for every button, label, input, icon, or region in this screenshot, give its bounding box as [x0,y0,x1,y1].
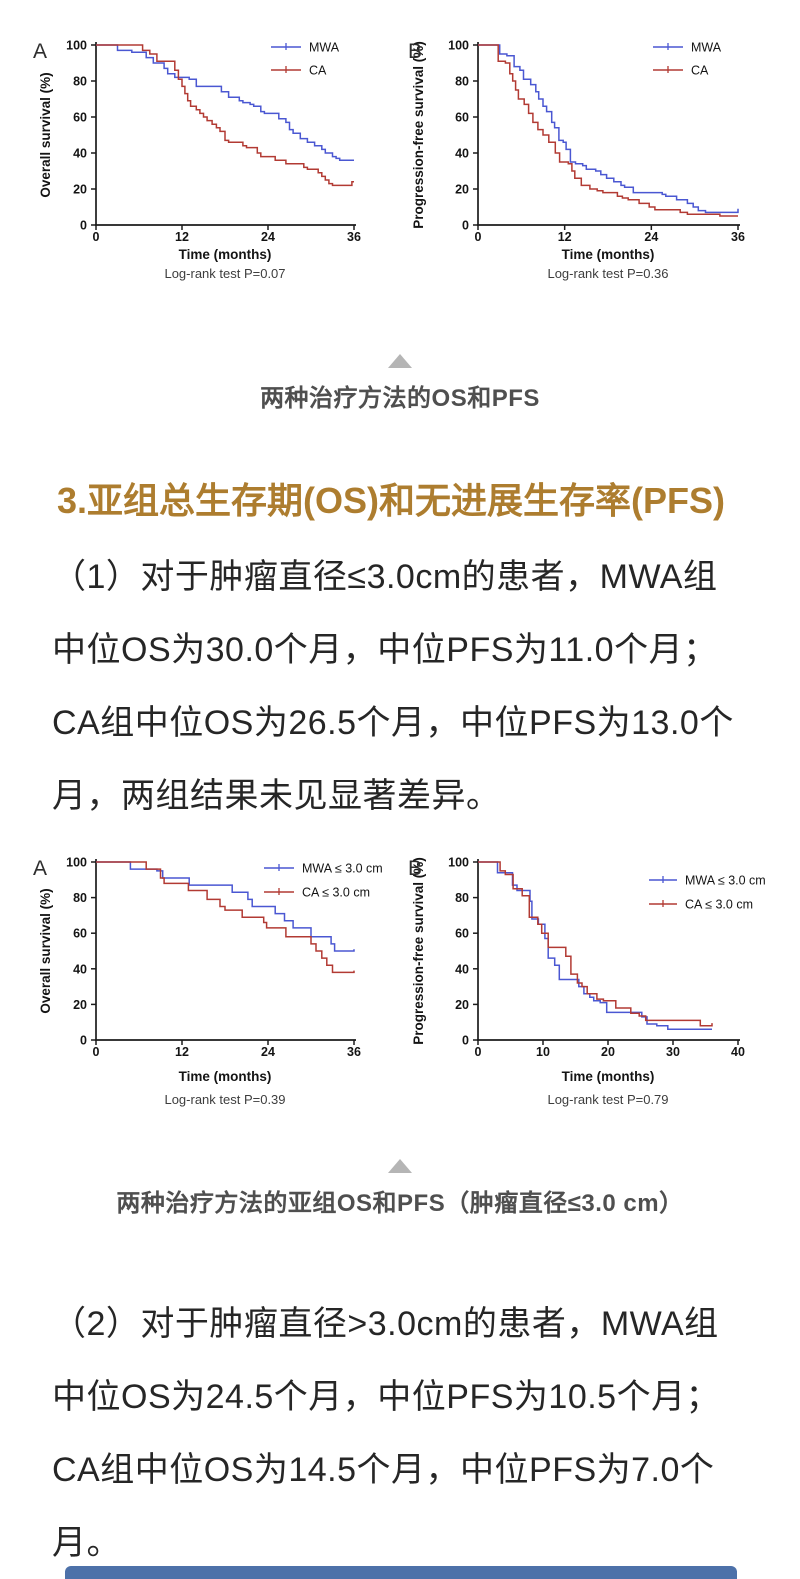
svg-text:40: 40 [455,147,469,161]
svg-text:CA: CA [309,64,327,78]
svg-text:0: 0 [475,1045,482,1059]
os-survival-chart: 0 20 40 60 80 100 0 12 24 36 Overall survival (%) T… [33,39,361,282]
subgroup-os-chart: 0 20 40 60 80 100 0 12 24 36 Overall survival (%) T… [33,856,383,1108]
svg-text:MWA: MWA [309,41,340,55]
svg-text:60: 60 [73,111,87,125]
svg-text:A: A [33,857,47,880]
svg-text:Log-rank test P=0.79: Log-rank test P=0.79 [547,1092,668,1107]
svg-text:60: 60 [455,111,469,125]
svg-text:24: 24 [261,230,275,244]
svg-text:30: 30 [666,1045,680,1059]
svg-text:20: 20 [601,1045,615,1059]
svg-text:80: 80 [455,75,469,89]
figure2-caption-block: 两种治疗方法的亚组OS和PFS（肿瘤直径≤3.0 cm） [0,1159,800,1218]
svg-text:40: 40 [73,147,87,161]
svg-text:20: 20 [73,183,87,197]
svg-text:40: 40 [455,962,469,976]
svg-text:20: 20 [455,998,469,1012]
svg-text:80: 80 [73,75,87,89]
svg-text:Overall survival (%): Overall survival (%) [38,72,53,197]
svg-text:80: 80 [455,891,469,905]
svg-text:A: A [33,40,47,63]
paragraph-1: （1）对于肿瘤直径≤3.0cm的患者，MWA组 中位OS为30.0个月，中位PF… [52,541,762,833]
paragraph-2-line: CA组中位OS为14.5个月，中位PFS为7.0个 [52,1451,715,1489]
svg-text:100: 100 [66,39,87,53]
svg-text:80: 80 [73,891,87,905]
svg-text:100: 100 [66,856,87,870]
figure2-caption: 两种治疗方法的亚组OS和PFS（肿瘤直径≤3.0 cm） [116,1190,684,1217]
next-section-header-bar [65,1566,737,1579]
subgroup-pfs-chart: 0 20 40 60 80 100 0 10 20 30 40 Progression-free su… [408,856,766,1108]
svg-text:12: 12 [175,1045,189,1059]
svg-text:36: 36 [347,1045,361,1059]
svg-text:MWA: MWA [691,41,722,55]
paragraph-2-line: 中位OS为24.5个月，中位PFS为10.5个月； [52,1378,721,1416]
section-heading: 3.亚组总生存期(OS)和无进展生存率(PFS) [57,480,726,521]
svg-text:24: 24 [644,230,658,244]
svg-text:100: 100 [448,856,469,870]
paragraph-1-line: CA组中位OS为26.5个月，中位PFS为13.0个 [52,704,734,742]
collapse-triangle-icon [388,1159,412,1173]
paragraph-1-line: 月，两组结果未见显著差异。 [52,777,501,815]
svg-text:B: B [408,40,422,63]
pfs-survival-chart: 0 20 40 60 80 100 0 12 24 36 Progression-free surv… [408,39,745,282]
svg-text:Progression-free survival (%): Progression-free survival (%) [411,857,426,1045]
svg-text:0: 0 [462,219,469,233]
svg-text:60: 60 [455,927,469,941]
svg-text:0: 0 [475,230,482,244]
svg-text:100: 100 [448,39,469,53]
svg-text:36: 36 [731,230,745,244]
svg-text:Log-rank test P=0.07: Log-rank test P=0.07 [164,266,285,281]
svg-text:20: 20 [455,183,469,197]
svg-text:CA: CA [691,64,709,78]
svg-text:Progression-free survival (%): Progression-free survival (%) [411,41,426,229]
svg-text:Log-rank test P=0.39: Log-rank test P=0.39 [164,1092,285,1107]
collapse-triangle-icon [388,354,412,368]
svg-text:Time (months): Time (months) [562,1069,655,1084]
svg-text:Time (months): Time (months) [179,1069,272,1084]
svg-text:0: 0 [462,1034,469,1048]
svg-text:24: 24 [261,1045,275,1059]
svg-text:10: 10 [536,1045,550,1059]
svg-text:CA ≤ 3.0 cm: CA ≤ 3.0 cm [685,898,753,912]
svg-text:0: 0 [93,1045,100,1059]
svg-text:12: 12 [558,230,572,244]
svg-text:MWA ≤ 3.0 cm: MWA ≤ 3.0 cm [302,862,383,876]
paragraph-2-line: （2）对于肿瘤直径>3.0cm的患者，MWA组 [52,1305,719,1343]
svg-text:20: 20 [73,998,87,1012]
figure1-caption: 两种治疗方法的OS和PFS [260,385,540,412]
paragraph-1-line: 中位OS为30.0个月，中位PFS为11.0个月； [52,631,718,669]
paragraph-1-line: （1）对于肿瘤直径≤3.0cm的患者，MWA组 [52,558,718,596]
svg-text:36: 36 [347,230,361,244]
svg-text:40: 40 [731,1045,745,1059]
svg-text:0: 0 [93,230,100,244]
svg-text:B: B [408,857,422,880]
paragraph-2-line: 月。 [52,1524,121,1562]
svg-text:Log-rank test P=0.36: Log-rank test P=0.36 [547,266,668,281]
svg-text:CA ≤ 3.0 cm: CA ≤ 3.0 cm [302,886,370,900]
svg-text:40: 40 [73,962,87,976]
svg-text:MWA ≤ 3.0 cm: MWA ≤ 3.0 cm [685,874,766,888]
svg-text:Overall survival (%): Overall survival (%) [38,888,53,1013]
svg-text:0: 0 [80,219,87,233]
paragraph-2: （2）对于肿瘤直径>3.0cm的患者，MWA组 中位OS为24.5个月，中位PF… [52,1288,762,1579]
svg-text:12: 12 [175,230,189,244]
svg-text:Time (months): Time (months) [562,247,655,262]
svg-text:0: 0 [80,1034,87,1048]
figure1-caption-block: 两种治疗方法的OS和PFS [0,354,800,413]
svg-text:Time (months): Time (months) [179,247,272,262]
svg-text:60: 60 [73,927,87,941]
